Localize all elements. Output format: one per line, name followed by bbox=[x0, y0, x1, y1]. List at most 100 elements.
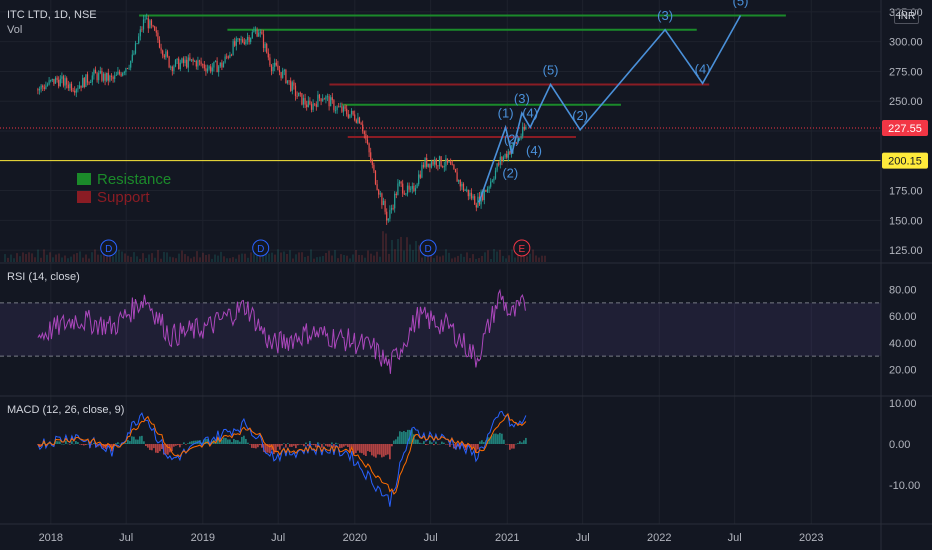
candle-body bbox=[298, 92, 300, 97]
candle-body bbox=[491, 180, 493, 182]
volume-bar bbox=[37, 249, 39, 262]
candle-body bbox=[189, 57, 191, 61]
candle-body bbox=[293, 82, 295, 86]
candle-body bbox=[222, 62, 225, 68]
macd-histogram-bar bbox=[201, 442, 203, 444]
macd-histogram-bar bbox=[383, 444, 385, 457]
macd-histogram-bar bbox=[79, 444, 81, 445]
candle-body bbox=[448, 161, 450, 163]
volume-bar bbox=[463, 256, 465, 262]
event-marker-label: D bbox=[105, 244, 112, 255]
candle-body bbox=[411, 185, 413, 189]
candle-body bbox=[77, 88, 79, 90]
candle-body bbox=[462, 183, 465, 191]
volume-bar bbox=[109, 251, 111, 262]
candle-body bbox=[83, 77, 85, 88]
candle-body bbox=[187, 57, 189, 68]
volume-bar bbox=[13, 258, 15, 262]
macd-histogram-bar bbox=[253, 444, 255, 449]
candle-body bbox=[331, 97, 333, 101]
volume-bar bbox=[22, 252, 24, 262]
volume-bar bbox=[184, 254, 186, 262]
macd-histogram-bar bbox=[145, 444, 147, 447]
volume-bar bbox=[337, 258, 339, 262]
volume-bar bbox=[406, 237, 408, 262]
candle-body bbox=[414, 188, 417, 191]
wave-label: (1) bbox=[498, 105, 514, 120]
candle-body bbox=[122, 72, 124, 76]
candle-body bbox=[51, 78, 53, 81]
macd-histogram-bar bbox=[251, 444, 253, 448]
time-label: Jul bbox=[728, 532, 742, 544]
candle-body bbox=[466, 189, 468, 191]
candle-body bbox=[363, 131, 365, 135]
macd-histogram-bar bbox=[415, 439, 417, 444]
candle-body bbox=[413, 185, 415, 191]
volume-bar bbox=[100, 254, 102, 262]
candle-body bbox=[120, 73, 122, 76]
candle-body bbox=[498, 163, 500, 165]
currency-badge[interactable]: INR bbox=[894, 9, 920, 24]
candle-body bbox=[338, 106, 340, 108]
macd-histogram-bar bbox=[429, 440, 431, 444]
volume-bar bbox=[526, 256, 528, 262]
wave-label: (4) bbox=[522, 105, 538, 120]
volume-bar bbox=[241, 253, 243, 262]
volume-bar bbox=[532, 249, 534, 262]
price-axis-panel bbox=[881, 0, 932, 550]
macd-histogram-bar bbox=[71, 441, 73, 444]
volume-bar bbox=[61, 257, 63, 262]
macd-histogram-bar bbox=[391, 444, 393, 447]
macd-histogram-bar bbox=[139, 436, 141, 444]
macd-histogram-bar bbox=[153, 444, 155, 449]
volume-bar bbox=[412, 249, 414, 262]
candle-body bbox=[309, 100, 311, 105]
candle-body bbox=[283, 69, 285, 71]
macd-histogram-bar bbox=[513, 444, 515, 449]
volume-bar bbox=[103, 254, 105, 262]
candle-body bbox=[522, 126, 524, 137]
volume-bar bbox=[541, 255, 543, 262]
macd-histogram-bar bbox=[59, 441, 61, 444]
macd-histogram-bar bbox=[301, 444, 303, 445]
volume-bar bbox=[328, 250, 330, 262]
candle-body bbox=[190, 59, 193, 61]
time-label: 2023 bbox=[799, 532, 823, 544]
macd-histogram-bar bbox=[111, 444, 113, 452]
candle-body bbox=[421, 164, 423, 178]
candle-body bbox=[322, 98, 324, 102]
candle-body bbox=[302, 98, 305, 105]
macd-histogram-bar bbox=[273, 444, 275, 455]
macd-histogram-bar bbox=[249, 444, 251, 445]
macd-histogram-bar bbox=[381, 444, 383, 458]
volume-bar bbox=[64, 255, 66, 262]
candle-body bbox=[141, 29, 143, 31]
macd-histogram-bar bbox=[343, 444, 345, 447]
volume-bar bbox=[310, 249, 312, 262]
price-badge bbox=[882, 152, 928, 169]
candle-body bbox=[397, 183, 399, 196]
candle-body bbox=[373, 164, 375, 171]
macd-histogram-bar bbox=[447, 444, 449, 445]
candle-body bbox=[290, 80, 292, 91]
volume-bar bbox=[97, 254, 99, 262]
time-label: 2022 bbox=[647, 532, 671, 544]
candle-body bbox=[157, 32, 159, 40]
candle-body bbox=[234, 41, 236, 46]
volume-bar bbox=[403, 250, 405, 262]
macd-histogram-bar bbox=[425, 444, 427, 446]
candle-body bbox=[501, 156, 503, 161]
volume-bar bbox=[400, 236, 402, 262]
macd-histogram-bar bbox=[297, 444, 299, 446]
macd-histogram-bar bbox=[143, 441, 145, 444]
macd-histogram-bar bbox=[65, 440, 67, 444]
candle-body bbox=[237, 38, 239, 40]
candle-body bbox=[304, 98, 306, 105]
candle-body bbox=[328, 96, 330, 107]
macd-histogram-bar bbox=[331, 442, 333, 444]
macd-histogram-bar bbox=[193, 440, 195, 444]
candle-body bbox=[114, 75, 116, 79]
candle-body bbox=[150, 20, 153, 26]
macd-histogram-bar bbox=[335, 442, 337, 444]
